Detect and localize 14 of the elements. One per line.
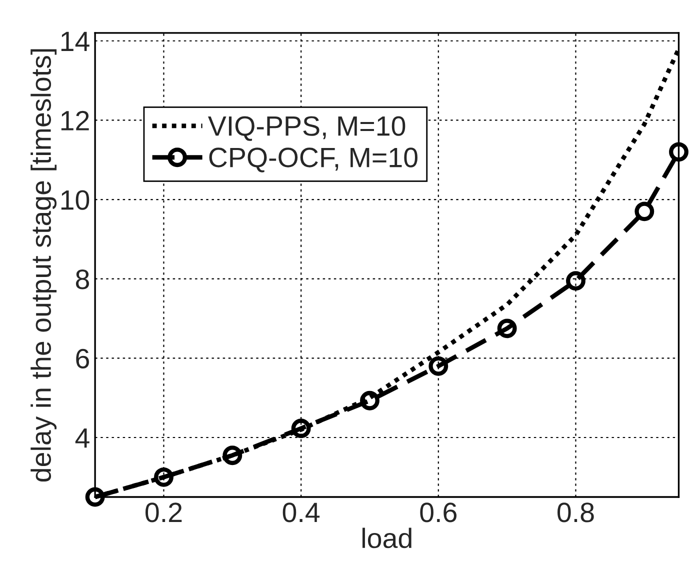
y-tick-label: 14	[61, 32, 90, 51]
y-tick-label: 6	[76, 348, 89, 369]
legend-label: CPQ-OCF, M=10	[209, 148, 418, 172]
legend-label: VIQ-PPS, M=10	[208, 116, 406, 141]
x-tick-label: 0.4	[282, 502, 320, 522]
x-tick-label: 0.8	[558, 502, 594, 522]
y-tick-label: 10	[61, 190, 90, 210]
y-axis-title: delay in the output stage [timeslots]	[30, 49, 57, 482]
y-tick-label: 4	[75, 428, 90, 448]
x-axis-title: load	[362, 528, 412, 548]
y-tick-label: 8	[76, 270, 89, 290]
x-tick-label: 0.6	[420, 502, 456, 522]
x-tick-label: 0.2	[146, 502, 182, 522]
y-tick-label: 12	[61, 110, 89, 130]
